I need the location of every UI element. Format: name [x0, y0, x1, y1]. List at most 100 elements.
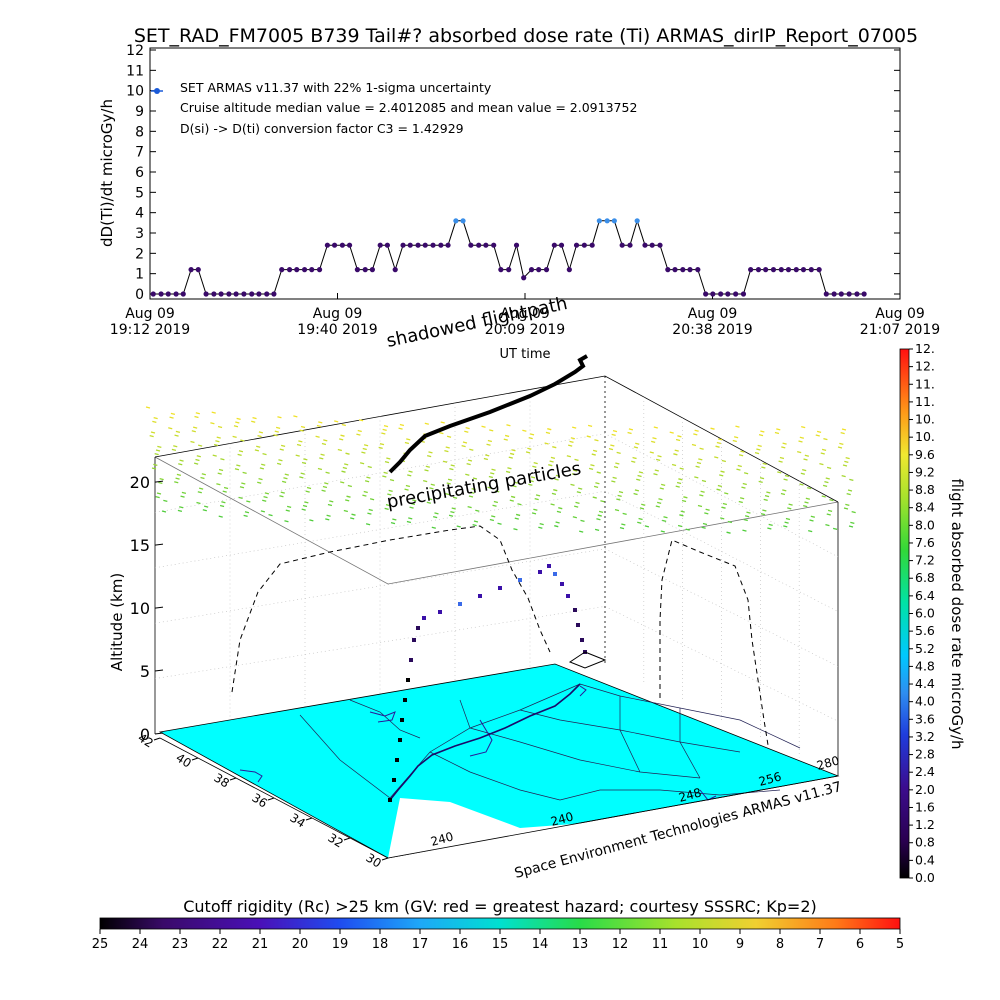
particle-mark: [404, 488, 409, 491]
dose-rate-point: [256, 291, 262, 297]
particle-mark: [655, 458, 661, 462]
particle-mark: [259, 467, 265, 470]
particle-mark: [741, 486, 746, 489]
particle-mark: [174, 481, 179, 484]
particle-mark: [800, 472, 806, 475]
particle-mark: [467, 505, 472, 509]
dose-rate-point: [831, 291, 837, 297]
particle-mark: [222, 490, 227, 493]
dose-rate-point: [733, 291, 739, 297]
particle-mark: [764, 495, 770, 498]
track-point: [547, 564, 551, 568]
cbar-right-tick-label: 4.4: [915, 676, 935, 691]
particle-mark: [200, 476, 205, 480]
particle-mark: [487, 486, 492, 489]
particle-mark: [592, 496, 597, 499]
particle-mark: [671, 463, 677, 467]
particle-mark: [506, 424, 511, 427]
particle-mark: [322, 485, 328, 489]
y-tick-label: 10: [126, 84, 144, 100]
particle-mark: [365, 523, 371, 526]
y-tick-label: 2: [135, 246, 144, 262]
cbar-bottom-tick-label: 13: [572, 937, 589, 952]
particle-mark: [202, 509, 207, 512]
particle-mark: [656, 501, 662, 505]
particle-mark: [721, 506, 726, 509]
cbar-right-tick-label: 3.6: [915, 711, 935, 726]
cbar-bottom-tick-label: 14: [532, 937, 549, 952]
alt-tick-label: 0: [140, 725, 150, 744]
track-point: [458, 602, 462, 606]
particle-mark: [155, 449, 161, 452]
particle-mark: [782, 442, 787, 445]
particle-mark: [566, 455, 572, 458]
particle-mark: [529, 433, 535, 436]
particle-mark: [694, 429, 699, 432]
particle-mark: [300, 472, 305, 475]
lat-tick-label: 38: [211, 771, 231, 791]
dose-rate-point: [468, 242, 474, 248]
lat-tick-label: 30: [363, 851, 383, 871]
particle-mark: [472, 523, 477, 527]
top-legend: SET ARMAS v11.37 with 22% 1-sigma uncert…: [151, 80, 637, 136]
particle-mark: [763, 498, 768, 501]
particle-mark: [653, 426, 658, 429]
dose-rate-series: [150, 218, 867, 297]
particle-mark: [780, 492, 786, 496]
particle-mark: [217, 472, 222, 475]
particle-mark: [236, 464, 241, 467]
particle-mark: [158, 481, 163, 484]
cbar-right-tick-label: 10.: [915, 429, 935, 444]
particle-mark: [363, 444, 369, 447]
particle-mark: [261, 463, 266, 466]
dose-rate-point: [249, 291, 255, 297]
particle-mark: [758, 480, 763, 483]
particle-mark: [196, 501, 201, 505]
particle-mark: [405, 484, 411, 488]
particle-mark: [756, 448, 761, 451]
particle-mark: [448, 514, 454, 517]
particle-mark: [384, 461, 390, 464]
cbar-right-tick-label: 6.4: [915, 588, 935, 603]
cbar-right-tick-label: 11.: [915, 394, 935, 409]
cbar-right-tick-label: 2.4: [915, 764, 935, 779]
y-tick-label: 8: [135, 124, 144, 140]
particle-mark: [363, 490, 368, 494]
particle-mark: [781, 446, 786, 449]
dose-rate-point: [445, 242, 451, 248]
particle-mark: [295, 454, 300, 457]
cbar-right-tick-label: 0.8: [915, 835, 935, 850]
particle-mark: [549, 460, 554, 463]
particle-mark: [509, 452, 515, 456]
particle-mark: [323, 439, 328, 442]
particle-mark: [191, 430, 196, 433]
particle-mark: [220, 458, 225, 461]
particle-mark: [274, 430, 279, 433]
dose-rate-point: [785, 267, 792, 273]
particle-mark: [341, 423, 347, 427]
particle-mark: [695, 465, 700, 468]
particle-mark: [277, 416, 282, 419]
particle-mark: [697, 504, 703, 508]
particle-mark: [301, 508, 306, 511]
particle-mark: [669, 431, 674, 434]
particle-mark: [738, 454, 744, 457]
particle-mark: [284, 520, 289, 523]
dose-rate-point: [770, 267, 777, 273]
flight-track-3d: [388, 564, 607, 802]
cbar-right-tick-label: 5.6: [915, 623, 935, 638]
particle-mark: [341, 470, 346, 473]
particle-mark: [743, 472, 749, 475]
dose-rate-point: [528, 267, 535, 273]
dose-rate-point: [294, 267, 300, 273]
particle-mark: [821, 448, 827, 451]
lon-tick-label: 280: [815, 753, 841, 772]
alt-tick-mark: [154, 543, 164, 546]
particle-mark: [465, 426, 470, 430]
grid-line: [154, 606, 839, 722]
particle-mark: [409, 506, 414, 509]
particle-mark: [155, 496, 160, 499]
alt-tick-label: 15: [130, 536, 150, 555]
particle-mark: [171, 448, 177, 452]
